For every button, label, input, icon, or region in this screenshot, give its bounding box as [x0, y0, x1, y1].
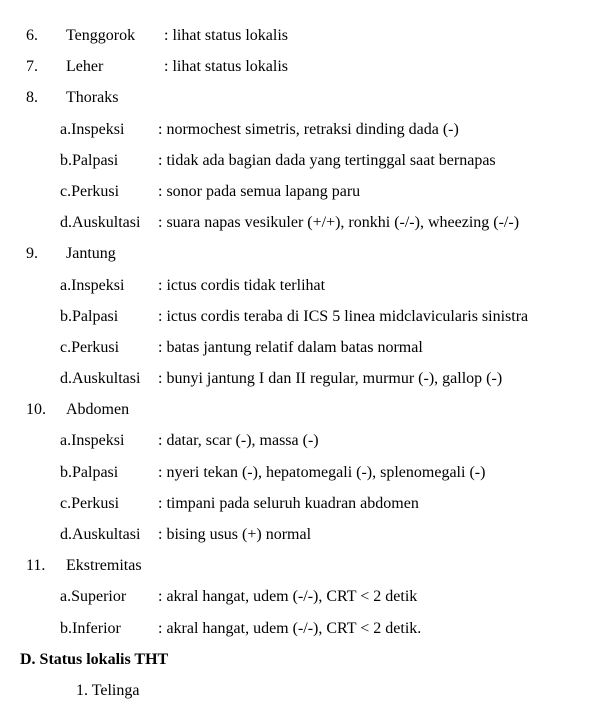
item-10: 10. Abdomen: [20, 394, 565, 425]
thoraks-c: c.Perkusi : sonor pada semua lapang paru: [20, 176, 565, 207]
sub-label: d.Auskultasi: [60, 363, 158, 394]
abdomen-c: c.Perkusi : timpani pada seluruh kuadran…: [20, 488, 565, 519]
item-num: 9.: [20, 238, 66, 269]
abdomen-a: a.Inspeksi : datar, scar (-), massa (-): [20, 425, 565, 456]
sub-label: b.Palpasi: [60, 457, 158, 488]
jantung-b: b.Palpasi : ictus cordis teraba di ICS 5…: [20, 301, 565, 332]
sub-label: c.Perkusi: [60, 332, 158, 363]
section-d-title: D. Status lokalis THT: [20, 644, 565, 675]
sub-value: : datar, scar (-), massa (-): [158, 425, 565, 456]
thoraks-d: d.Auskultasi : suara napas vesikuler (+/…: [20, 207, 565, 238]
item-label: Thoraks: [66, 82, 164, 113]
sub-label: a.Inspeksi: [60, 425, 158, 456]
item-num: 10.: [20, 394, 66, 425]
item-value: : lihat status lokalis: [164, 20, 565, 51]
abdomen-b: b.Palpasi : nyeri tekan (-), hepatomegal…: [20, 457, 565, 488]
item-label: Jantung: [66, 238, 164, 269]
sub-label: b.Palpasi: [60, 145, 158, 176]
item-label: Abdomen: [66, 394, 164, 425]
sub-label: a.Inspeksi: [60, 114, 158, 145]
item-num: 7.: [20, 51, 66, 82]
sub-value: : akral hangat, udem (-/-), CRT < 2 deti…: [158, 613, 565, 644]
sub-value: : bunyi jantung I dan II regular, murmur…: [158, 363, 565, 394]
abdomen-d: d.Auskultasi : bising usus (+) normal: [20, 519, 565, 550]
telinga-item: 1. Telinga: [20, 675, 565, 706]
sub-value: : tidak ada bagian dada yang tertinggal …: [158, 145, 565, 176]
thoraks-a: a.Inspeksi : normochest simetris, retrak…: [20, 114, 565, 145]
item-label: Tenggorok: [66, 20, 164, 51]
item-6: 6. Tenggorok : lihat status lokalis: [20, 20, 565, 51]
sub-label: d.Auskultasi: [60, 207, 158, 238]
item-11: 11. Ekstremitas: [20, 550, 565, 581]
sub-value: : batas jantung relatif dalam batas norm…: [158, 332, 565, 363]
item-value: [164, 82, 565, 113]
sub-label: a.Inspeksi: [60, 270, 158, 301]
ekstremitas-b: b.Inferior : akral hangat, udem (-/-), C…: [20, 613, 565, 644]
item-value: : lihat status lokalis: [164, 51, 565, 82]
jantung-c: c.Perkusi : batas jantung relatif dalam …: [20, 332, 565, 363]
sub-label: b.Inferior: [60, 613, 158, 644]
item-8: 8. Thoraks: [20, 82, 565, 113]
sub-value: : suara napas vesikuler (+/+), ronkhi (-…: [158, 207, 565, 238]
jantung-d: d.Auskultasi : bunyi jantung I dan II re…: [20, 363, 565, 394]
sub-value: : normochest simetris, retraksi dinding …: [158, 114, 565, 145]
sub-value: : timpani pada seluruh kuadran abdomen: [158, 488, 565, 519]
sub-value: : ictus cordis teraba di ICS 5 linea mid…: [158, 301, 565, 332]
sub-label: d.Auskultasi: [60, 519, 158, 550]
item-7: 7. Leher : lihat status lokalis: [20, 51, 565, 82]
sub-value: : sonor pada semua lapang paru: [158, 176, 565, 207]
item-label: Ekstremitas: [66, 550, 164, 581]
thoraks-b: b.Palpasi : tidak ada bagian dada yang t…: [20, 145, 565, 176]
sub-label: a.Superior: [60, 581, 158, 612]
item-num: 6.: [20, 20, 66, 51]
sub-value: : ictus cordis tidak terlihat: [158, 270, 565, 301]
sub-value: : akral hangat, udem (-/-), CRT < 2 deti…: [158, 581, 565, 612]
sub-value: : bising usus (+) normal: [158, 519, 565, 550]
sub-value: : nyeri tekan (-), hepatomegali (-), spl…: [158, 457, 565, 488]
ekstremitas-a: a.Superior : akral hangat, udem (-/-), C…: [20, 581, 565, 612]
jantung-a: a.Inspeksi : ictus cordis tidak terlihat: [20, 270, 565, 301]
item-num: 11.: [20, 550, 66, 581]
sub-label: c.Perkusi: [60, 176, 158, 207]
item-9: 9. Jantung: [20, 238, 565, 269]
item-num: 8.: [20, 82, 66, 113]
item-label: Leher: [66, 51, 164, 82]
sub-label: c.Perkusi: [60, 488, 158, 519]
sub-label: b.Palpasi: [60, 301, 158, 332]
